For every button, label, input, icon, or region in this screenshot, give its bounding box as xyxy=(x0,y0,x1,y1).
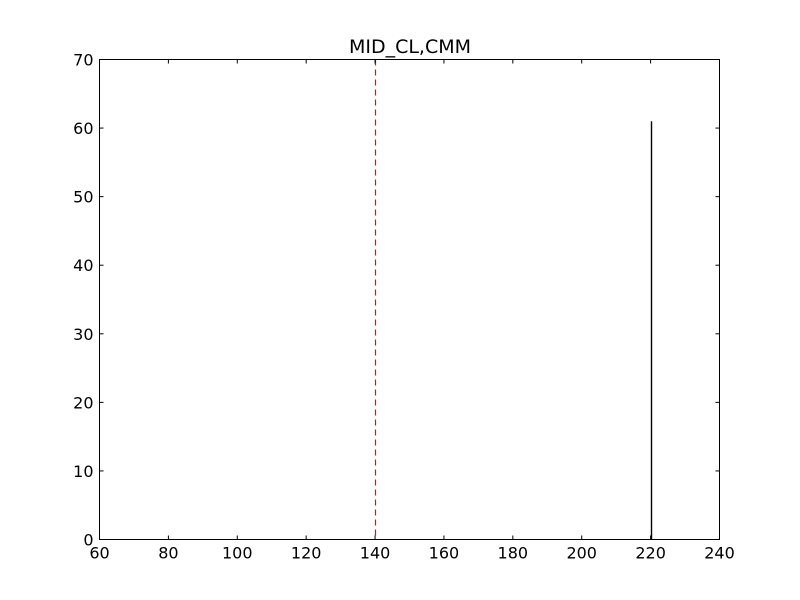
x-tick-label-180: 180 xyxy=(498,544,529,563)
y-tick-label-70: 70 xyxy=(73,51,93,70)
chart-title: MID_CL,CMM xyxy=(349,36,471,58)
x-tick-label-220: 220 xyxy=(635,544,666,563)
ticks-layer: 60 80 100 120 140 160 180 200 220 240 0 10 20 30 40 50 6… xyxy=(73,51,735,563)
x-tick-label-120: 120 xyxy=(291,544,322,563)
x-tick-label-80: 80 xyxy=(158,544,178,563)
y-tick-label-50: 50 xyxy=(73,188,93,207)
x-tick-label-160: 160 xyxy=(429,544,460,563)
x-tick-label-200: 200 xyxy=(566,544,597,563)
y-tick-label-40: 40 xyxy=(73,256,93,275)
y-tick-label-10: 10 xyxy=(73,462,93,481)
x-tick-label-240: 240 xyxy=(704,544,735,563)
y-tick-label-30: 30 xyxy=(73,325,93,344)
x-tick-label-140: 140 xyxy=(360,544,391,563)
x-tick-label-60: 60 xyxy=(89,544,109,563)
y-tick-label-60: 60 xyxy=(73,119,93,138)
y-tick-label-0: 0 xyxy=(83,531,93,550)
y-tick-label-20: 20 xyxy=(73,393,93,412)
x-tick-label-100: 100 xyxy=(222,544,253,563)
plot-area-frame xyxy=(99,59,720,540)
